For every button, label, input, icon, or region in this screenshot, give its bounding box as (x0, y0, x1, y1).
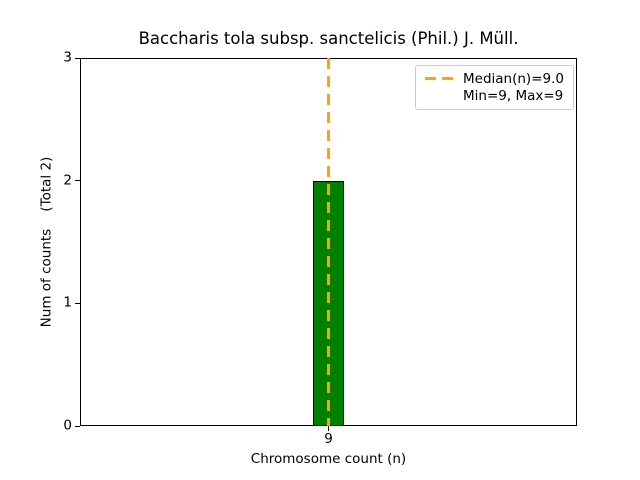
legend-label: Min=9, Max=9 (463, 87, 564, 104)
legend-empty-sample (425, 94, 453, 97)
legend-entry: Min=9, Max=9 (425, 87, 564, 104)
y-tick-mark (75, 180, 80, 182)
x-tick-mark (328, 426, 329, 431)
y-tick-label: 3 (63, 49, 72, 66)
legend: Median(n)=9.0 Min=9, Max=9 (415, 65, 574, 110)
x-tick-label: 9 (324, 431, 333, 447)
legend-dashed-line-sample (425, 77, 453, 80)
legend-entry: Median(n)=9.0 (425, 70, 564, 87)
y-tick-mark (75, 57, 80, 59)
x-axis-label: Chromosome count (n) (250, 451, 407, 467)
y-tick-label: 0 (63, 417, 72, 434)
legend-label: Median(n)=9.0 (463, 70, 564, 87)
chart-title: Baccharis tola subsp. sanctelicis (Phil.… (138, 29, 519, 48)
y-tick-label: 2 (63, 171, 72, 188)
y-tick-label: 1 (63, 294, 72, 311)
y-axis-label-box: Num of counts (Total 2) (34, 58, 58, 426)
median-line (327, 58, 330, 426)
y-tick-mark (75, 302, 80, 304)
y-tick-mark (75, 425, 80, 427)
